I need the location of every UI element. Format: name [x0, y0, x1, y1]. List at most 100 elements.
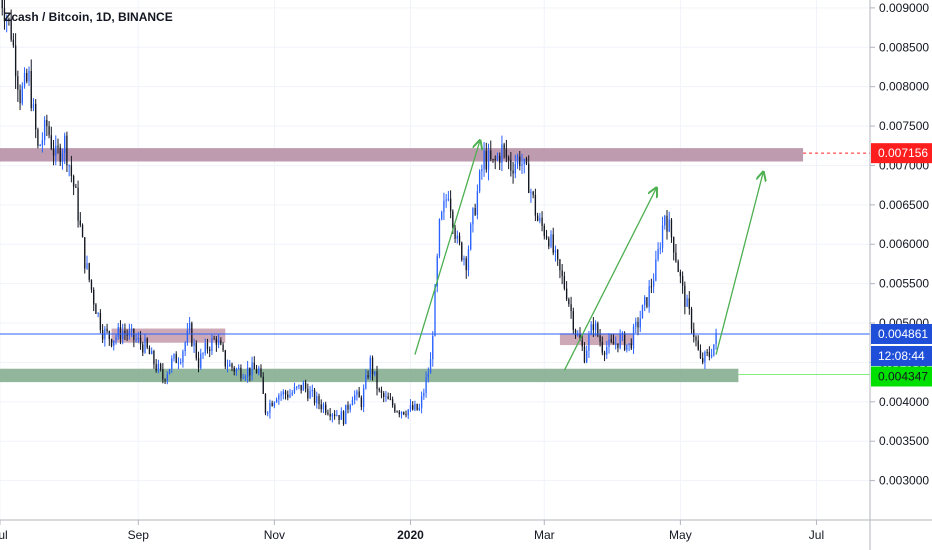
- candle-body: [619, 334, 621, 348]
- candle-body: [389, 399, 392, 401]
- candle-body: [476, 191, 479, 215]
- candle-body: [447, 198, 450, 200]
- candle-body: [124, 330, 126, 334]
- candle-body: [39, 145, 41, 147]
- candle-body: [623, 332, 626, 350]
- candle-body: [441, 211, 443, 220]
- candle-body: [191, 323, 193, 346]
- candle-body: [184, 342, 186, 352]
- candle-body: [37, 129, 39, 146]
- candle-body: [188, 323, 191, 331]
- support-zone[interactable]: [0, 368, 739, 383]
- candle-body: [394, 405, 396, 412]
- x-tick-label: Nov: [264, 528, 285, 542]
- candle-body: [528, 163, 530, 193]
- candle-body: [340, 411, 342, 420]
- candle-body: [200, 353, 202, 368]
- candle-body: [362, 388, 365, 408]
- candle-body: [684, 285, 686, 307]
- mid-zone[interactable]: [559, 333, 634, 346]
- candle-body: [416, 404, 418, 410]
- candle-body: [88, 263, 90, 280]
- candle-body: [374, 371, 376, 375]
- mid-zone[interactable]: [111, 328, 226, 343]
- candle-body: [302, 382, 305, 391]
- candle-body: [8, 18, 10, 20]
- candle-body: [342, 411, 345, 425]
- candle-body: [95, 304, 97, 314]
- candle-body: [291, 392, 293, 395]
- candle-body: [367, 375, 369, 378]
- candle-body: [463, 258, 465, 260]
- candle-body: [552, 234, 554, 253]
- candle-body: [425, 377, 427, 393]
- candle-body: [130, 328, 133, 331]
- x-tick-label: Sep: [128, 528, 150, 542]
- candle-body: [3, 8, 6, 22]
- candle-body: [521, 164, 523, 166]
- candle-body: [10, 18, 12, 40]
- candle-body: [41, 140, 44, 146]
- candle-body: [661, 225, 664, 248]
- candle-body: [61, 153, 64, 162]
- resistance-price-badge: [871, 143, 932, 164]
- candle-body: [206, 342, 209, 350]
- candle-body: [35, 103, 37, 130]
- candle-body: [333, 414, 336, 416]
- candle-body: [251, 362, 253, 376]
- candle-body: [461, 242, 463, 260]
- projection-arrow[interactable]: [715, 173, 763, 355]
- candle-body: [434, 286, 436, 336]
- candle-body: [289, 394, 291, 398]
- x-tick-label: Jul: [0, 528, 8, 542]
- candle-body: [21, 85, 23, 104]
- candle-body: [650, 286, 653, 288]
- candle-body: [354, 394, 356, 400]
- candle-body: [81, 224, 84, 238]
- resistance-zone[interactable]: [0, 148, 804, 162]
- plot-area[interactable]: [0, 0, 870, 520]
- candle-body: [318, 396, 320, 405]
- candle-body: [358, 391, 360, 398]
- candle-body: [23, 72, 26, 86]
- candle-body: [454, 227, 456, 239]
- candle-body: [146, 338, 148, 348]
- candle-body: [630, 343, 632, 349]
- candle-body: [325, 404, 327, 413]
- candle-body: [307, 388, 309, 399]
- candle-body: [304, 382, 307, 389]
- candle-body: [512, 170, 514, 174]
- candle-body: [496, 155, 499, 160]
- candle-body: [499, 155, 501, 163]
- candle-body: [59, 147, 61, 162]
- candle-body: [275, 399, 278, 403]
- candle-body: [588, 334, 590, 351]
- candle-body: [327, 412, 329, 415]
- candle-body: [472, 208, 474, 225]
- candle-body: [534, 194, 537, 216]
- candle-body: [577, 334, 579, 336]
- candle-body: [253, 362, 255, 370]
- candle-body: [443, 200, 445, 212]
- projection-arrow[interactable]: [563, 189, 655, 371]
- last-price-badge-label: 0.004861: [878, 327, 928, 341]
- candle-body: [186, 330, 189, 343]
- candle-body: [391, 399, 394, 406]
- projection-arrow[interactable]: [414, 142, 480, 355]
- candle-body: [568, 299, 570, 305]
- candle-body: [46, 119, 48, 127]
- candle-body: [427, 373, 429, 378]
- candle-body: [686, 298, 688, 307]
- candle-body: [474, 208, 476, 215]
- candle-body: [581, 340, 583, 347]
- candle-body: [180, 362, 182, 364]
- candle-body: [97, 312, 99, 314]
- candle-body: [233, 367, 235, 372]
- candle-body: [155, 364, 157, 371]
- candle-body: [387, 396, 389, 400]
- candle-body: [19, 89, 21, 104]
- candle-body: [655, 259, 657, 281]
- support-price-badge: [871, 366, 932, 387]
- candle-body: [93, 289, 95, 305]
